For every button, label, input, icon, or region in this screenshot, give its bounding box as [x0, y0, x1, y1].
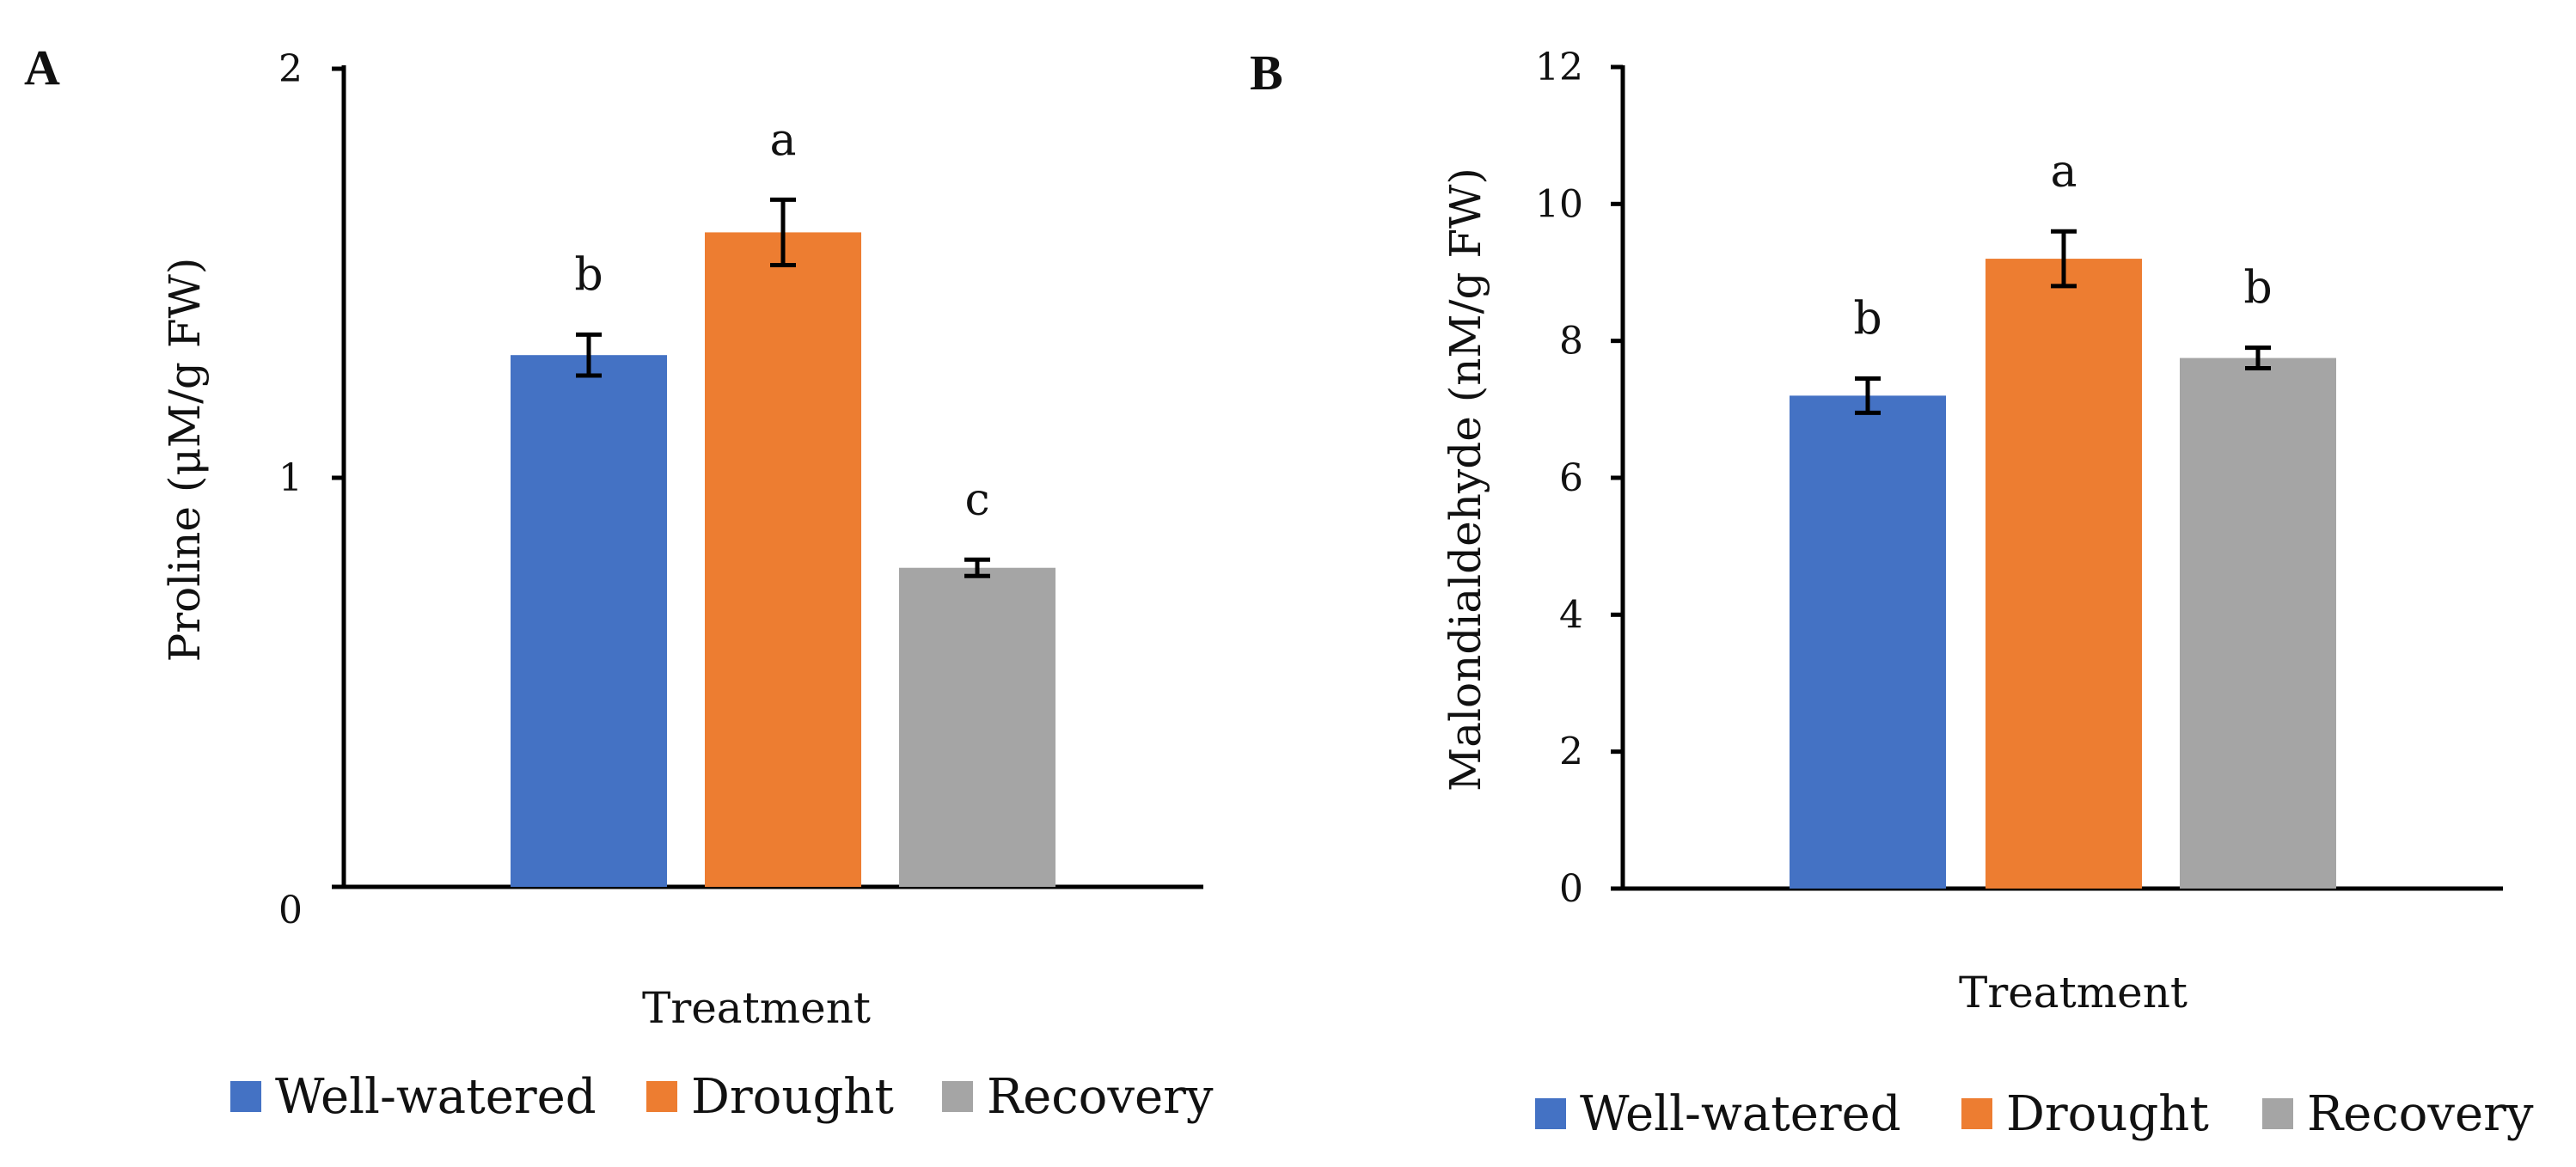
panel-b-legend-swatch-drought	[1961, 1098, 1992, 1129]
panel-b-error-bar-drought	[2051, 229, 2077, 289]
panel-a-significance-letter-recovery: c	[964, 474, 989, 526]
panel-a-bar-drought	[705, 232, 861, 887]
panel-a-legend-swatch-well-watered	[230, 1081, 261, 1112]
panel-b-y-tick-label-10: 10	[1535, 182, 1583, 226]
panel-a-proline-chart: A Proline (μM/g FW) 0 1 2 b a c Treatment We…	[24, 40, 1214, 1125]
panel-a-error-bar-recovery	[964, 557, 990, 578]
panel-a-bar-well-watered	[511, 355, 667, 887]
panel-b-legend-swatch-recovery	[2262, 1098, 2293, 1129]
panel-b-legend-label-recovery: Recovery	[2307, 1086, 2534, 1142]
panel-a-significance-letter-well-watered: b	[574, 249, 603, 301]
panel-b-y-axis-title: Malondialdehyde (nM/g FW)	[1441, 168, 1490, 791]
panel-b-legend-label-well-watered: Well-watered	[1580, 1086, 1901, 1142]
panel-b-error-bar-well-watered	[1855, 376, 1881, 415]
panel-a-y-tick-label-2: 2	[278, 47, 303, 91]
panel-b-bar-drought	[1986, 259, 2142, 889]
panel-b-y-tick-label-0: 0	[1559, 867, 1583, 911]
panel-b-y-tick-label-2: 2	[1559, 730, 1583, 774]
panel-a-legend-swatch-recovery	[942, 1081, 973, 1112]
panel-a-x-axis-title: Treatment	[642, 983, 871, 1033]
panel-b-significance-letter-recovery: b	[2243, 263, 2272, 315]
panel-a-y-axis-title: Proline (μM/g FW)	[160, 258, 210, 663]
panel-a-error-bar-drought	[770, 197, 796, 267]
panel-b-x-axis-title: Treatment	[1959, 968, 2187, 1017]
panel-a-bar-recovery	[899, 567, 1055, 887]
panel-a-label: A	[24, 40, 60, 95]
panel-b-label: B	[1250, 45, 1283, 101]
panel-b-legend: Well-watered Drought Recovery	[1535, 1086, 2534, 1142]
panel-b-significance-letter-drought: a	[2050, 146, 2077, 198]
panel-b-legend-label-drought: Drought	[2006, 1086, 2209, 1142]
panel-a-legend-label-recovery: Recovery	[987, 1069, 1214, 1125]
panel-b-y-tick-label-8: 8	[1559, 320, 1583, 364]
panel-a-legend: Well-watered Drought Recovery	[230, 1069, 1214, 1125]
panel-b-y-tick-label-4: 4	[1559, 593, 1583, 637]
panel-b-y-tick-label-6: 6	[1559, 456, 1583, 500]
panel-a-legend-label-drought: Drought	[691, 1069, 894, 1125]
panel-b-y-tick-label-12: 12	[1535, 46, 1583, 89]
panel-a-legend-label-well-watered: Well-watered	[275, 1069, 597, 1125]
panel-b-malondialdehyde-chart: B Malondialdehyde (nM/g FW) 0 2 4 6 8 10 12 b a…	[1250, 45, 2534, 1142]
panel-a-y-tick-label-1: 1	[278, 456, 303, 500]
panel-b-bar-recovery	[2180, 357, 2336, 889]
panel-a-y-tick-label-0: 0	[278, 889, 303, 932]
panel-b-error-bar-recovery	[2245, 345, 2271, 371]
panel-a-error-bar-well-watered	[576, 332, 602, 378]
panel-b-bar-well-watered	[1790, 395, 1946, 889]
panel-a-significance-letter-drought: a	[769, 114, 796, 166]
panel-b-significance-letter-well-watered: b	[1853, 293, 1882, 345]
panel-b-legend-swatch-well-watered	[1535, 1098, 1566, 1129]
panel-a-legend-swatch-drought	[646, 1081, 677, 1112]
